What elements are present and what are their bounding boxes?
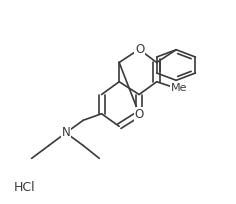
Text: O: O bbox=[135, 108, 144, 121]
Text: N: N bbox=[62, 126, 70, 139]
Text: O: O bbox=[135, 43, 144, 56]
Text: Me: Me bbox=[171, 83, 187, 93]
Text: HCl: HCl bbox=[13, 181, 35, 194]
